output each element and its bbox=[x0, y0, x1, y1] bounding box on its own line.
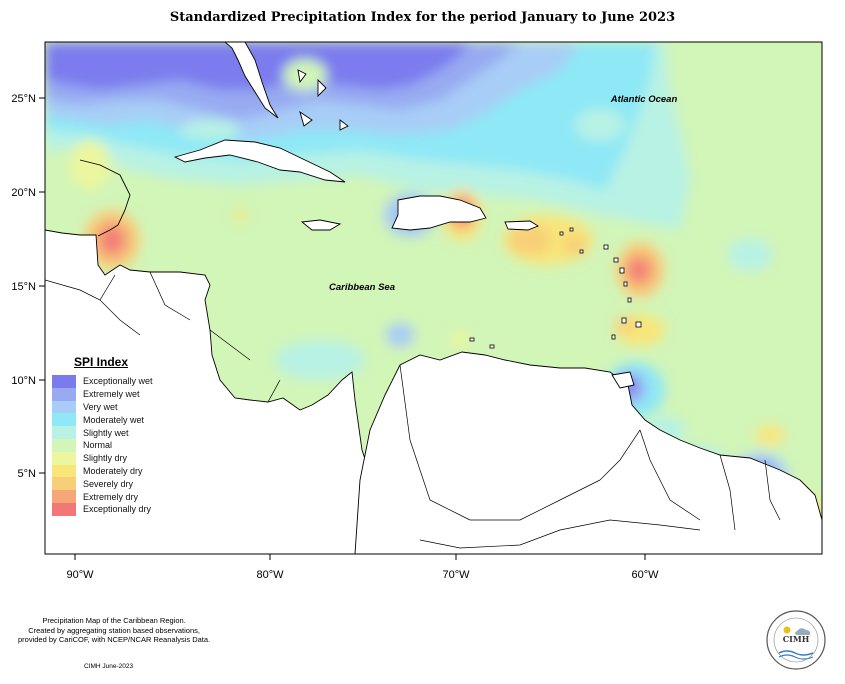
legend-swatch bbox=[52, 464, 76, 478]
legend-item: Very wet bbox=[52, 400, 192, 414]
legend-swatch bbox=[52, 451, 76, 465]
cimh-logo: CIMH bbox=[765, 609, 827, 671]
legend-swatch bbox=[52, 438, 76, 452]
x-tick-label: 90°W bbox=[66, 569, 94, 581]
x-tick-label: 80°W bbox=[256, 569, 284, 581]
map-frame bbox=[44, 41, 823, 555]
legend-item: Extremely wet bbox=[52, 387, 192, 401]
footer-note-line: Precipitation Map of the Caribbean Regio… bbox=[42, 616, 186, 625]
y-tick-label: 15°N bbox=[11, 281, 36, 293]
legend-rows: Exceptionally wet Extremely wet Very wet Mo… bbox=[52, 375, 192, 516]
legend-item: Normal bbox=[52, 438, 192, 452]
legend-item: Moderately wet bbox=[52, 413, 192, 427]
legend-swatch bbox=[52, 387, 76, 401]
y-tick-label: 20°N bbox=[11, 187, 36, 199]
atlantic-ocean-label: Atlantic Ocean bbox=[610, 94, 678, 105]
legend-swatch bbox=[52, 413, 76, 427]
legend-label: Extremely dry bbox=[83, 491, 139, 502]
legend-swatch bbox=[52, 502, 76, 516]
legend-item: Slightly wet bbox=[52, 426, 192, 439]
legend-item: Slightly dry bbox=[52, 451, 192, 465]
legend-label: Slightly wet bbox=[83, 427, 129, 438]
legend: SPI Index Exceptionally wet Extremely wet… bbox=[52, 355, 192, 516]
legend-swatch bbox=[52, 490, 76, 503]
legend-label: Severely dry bbox=[83, 478, 134, 489]
footer-credit: CIMH June-2023 bbox=[84, 663, 134, 670]
y-tick-label: 10°N bbox=[11, 375, 36, 387]
country-borders bbox=[45, 271, 781, 549]
legend-swatch bbox=[52, 426, 76, 439]
footer-note: Precipitation Map of the Caribbean Regio… bbox=[18, 616, 210, 645]
legend-swatch bbox=[52, 375, 76, 388]
legend-label: Moderately dry bbox=[83, 465, 143, 476]
legend-item: Severely dry bbox=[52, 477, 192, 491]
legend-swatch bbox=[52, 477, 76, 491]
legend-label: Very wet bbox=[83, 401, 118, 412]
legend-item: Exceptionally dry bbox=[52, 502, 192, 516]
yucatan-coast bbox=[79, 159, 131, 237]
caribbean-sea-label: Caribbean Sea bbox=[329, 282, 395, 293]
footer-note-line: provided by CariCOF, with NCEP/NCAR Rean… bbox=[18, 635, 211, 644]
y-tick-label: 5°N bbox=[18, 468, 37, 480]
legend-item: Moderately dry bbox=[52, 464, 192, 478]
map-title: Standardized Precipitation Index for the… bbox=[169, 10, 676, 25]
x-tick-label: 70°W bbox=[442, 569, 470, 581]
tick-marks bbox=[39, 97, 646, 560]
legend-label: Moderately wet bbox=[83, 414, 145, 425]
land-masses bbox=[45, 42, 822, 554]
spi-field bbox=[45, 42, 822, 554]
cimh-logo-icon bbox=[766, 610, 826, 670]
footer-note-line: Created by aggregating station based obs… bbox=[28, 625, 200, 635]
legend-label: Exceptionally wet bbox=[83, 376, 153, 387]
legend-label: Exceptionally dry bbox=[83, 504, 152, 515]
logo-text: CIMH bbox=[782, 634, 810, 644]
legend-swatch bbox=[52, 400, 76, 414]
legend-label: Slightly dry bbox=[83, 453, 128, 464]
legend-label: Normal bbox=[83, 440, 113, 451]
legend-title: SPI Index bbox=[74, 355, 129, 369]
legend-label: Extremely wet bbox=[83, 389, 140, 400]
legend-item: Extremely dry bbox=[52, 490, 192, 503]
legend-item: Exceptionally wet bbox=[52, 375, 192, 388]
x-tick-label: 60°W bbox=[631, 569, 659, 581]
y-tick-label: 25°N bbox=[11, 93, 36, 105]
lesser-antilles bbox=[469, 227, 642, 349]
